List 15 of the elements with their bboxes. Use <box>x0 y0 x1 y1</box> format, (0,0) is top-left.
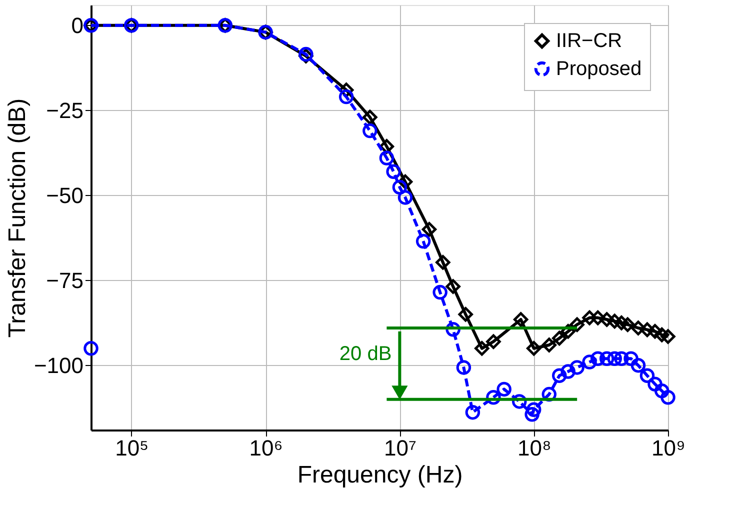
x-tick-label: 10⁹ <box>652 436 686 460</box>
y-axis-title: Transfer Function (dB) <box>4 98 31 338</box>
y-tick-label: −75 <box>46 268 84 293</box>
y-tick-label: 0 <box>71 12 84 38</box>
y-tick-label: −25 <box>46 98 84 123</box>
x-tick-label: 10⁸ <box>517 436 552 460</box>
y-tick-label: −50 <box>46 182 84 208</box>
x-tick-label: 10⁷ <box>384 436 416 460</box>
annotation: 20 dB <box>339 343 392 365</box>
legend-label: Proposed <box>556 58 642 80</box>
y-tick-label: −100 <box>34 352 84 378</box>
x-tick-label: 10⁵ <box>115 436 149 460</box>
x-tick-label: 10⁶ <box>249 436 283 460</box>
legend-label: IIR−CR <box>556 30 622 52</box>
x-axis-title: Frequency (Hz) <box>297 462 463 488</box>
